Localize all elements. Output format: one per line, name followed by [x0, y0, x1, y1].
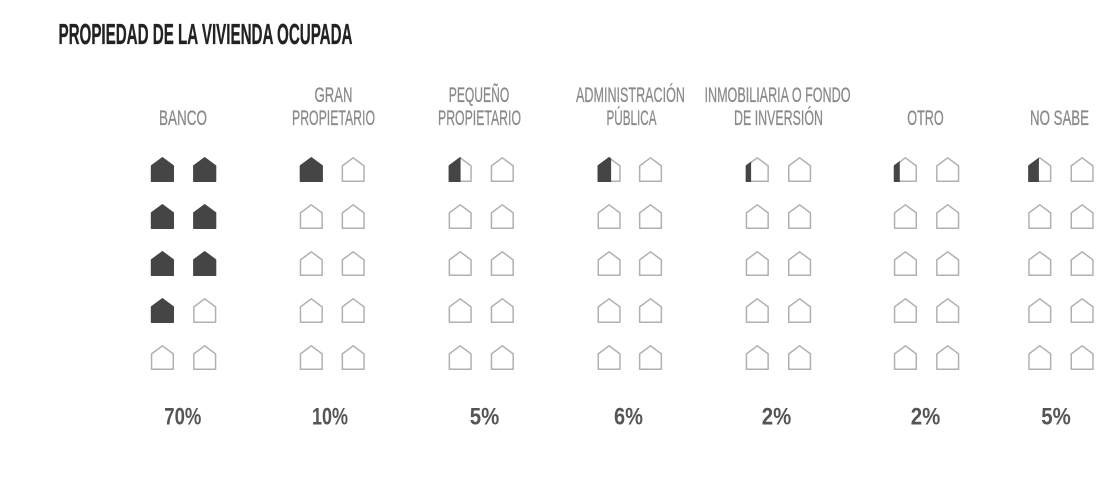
svg-text:PROPIETARIO: PROPIETARIO: [292, 107, 375, 130]
svg-text:2%: 2%: [762, 404, 792, 431]
svg-text:70%: 70%: [164, 404, 201, 431]
svg-text:PEQUEÑO: PEQUEÑO: [449, 83, 510, 107]
svg-text:GRAN: GRAN: [315, 84, 353, 107]
svg-text:10%: 10%: [312, 404, 348, 431]
svg-text:6%: 6%: [614, 404, 643, 431]
svg-text:5%: 5%: [470, 404, 500, 431]
svg-text:PÚBLICA: PÚBLICA: [607, 107, 657, 130]
svg-text:OTRO: OTRO: [907, 107, 944, 130]
svg-text:2%: 2%: [911, 404, 941, 431]
svg-text:ADMINISTRACIÓN: ADMINISTRACIÓN: [576, 84, 685, 107]
svg-text:BANCO: BANCO: [159, 107, 207, 130]
svg-text:DE INVERSIÓN: DE INVERSIÓN: [734, 107, 823, 130]
svg-text:PROPIETARIO: PROPIETARIO: [438, 107, 521, 130]
svg-text:NO SABE: NO SABE: [1030, 107, 1089, 130]
svg-text:PROPIEDAD DE LA VIVIENDA OCUPA: PROPIEDAD DE LA VIVIENDA OCUPADA: [59, 19, 353, 51]
svg-text:5%: 5%: [1041, 404, 1071, 431]
svg-text:INMOBILIARIA O FONDO: INMOBILIARIA O FONDO: [705, 84, 851, 107]
